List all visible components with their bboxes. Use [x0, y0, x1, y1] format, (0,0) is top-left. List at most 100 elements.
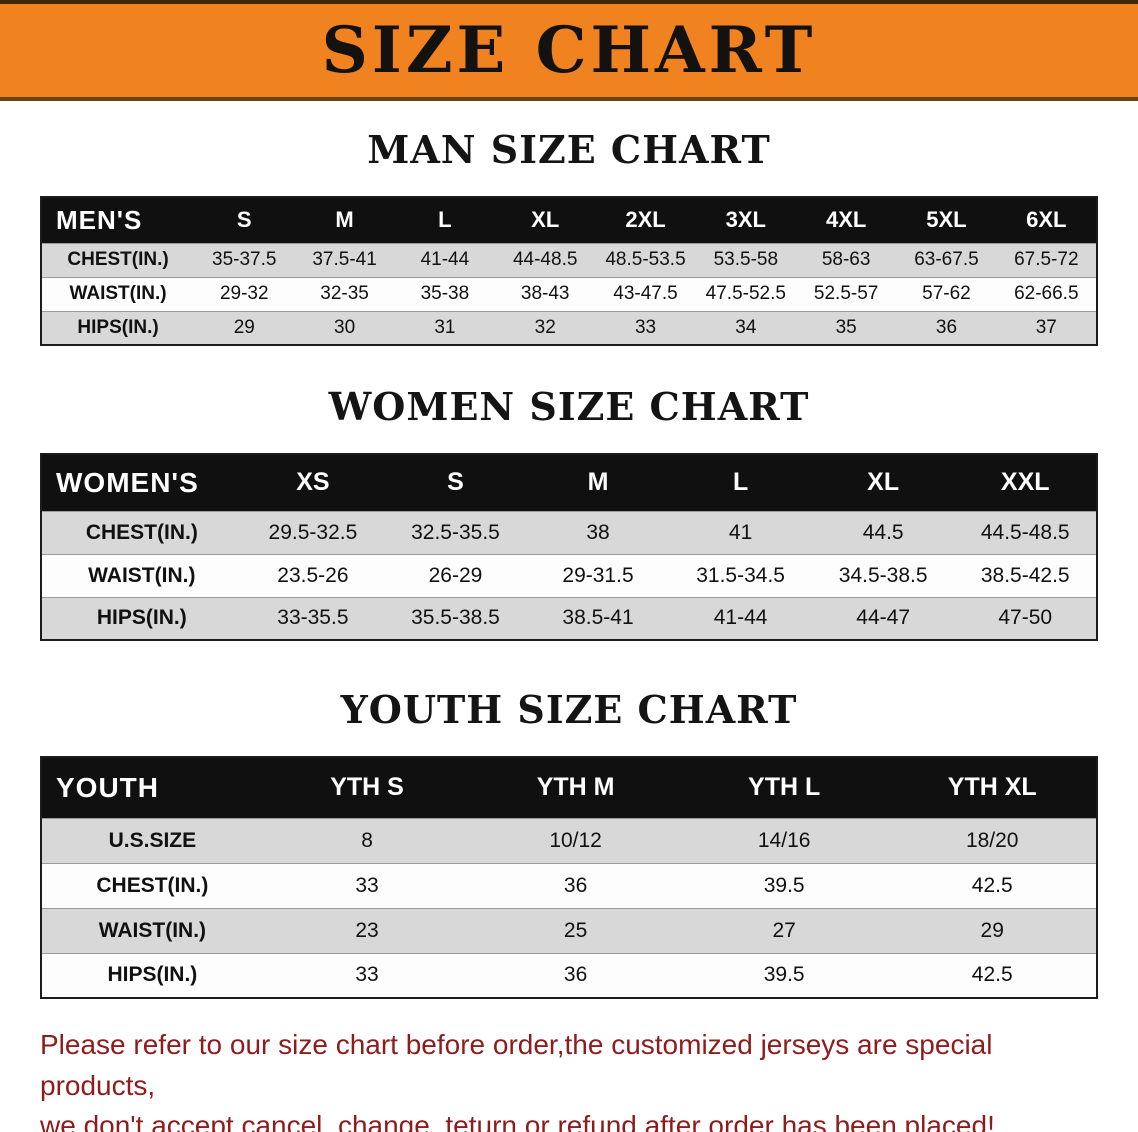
size-value-cell: 41-44 [713, 606, 768, 630]
size-value-cell: 34 [735, 316, 757, 338]
youth-row-u-s-size: U.S.SIZE 8 10/12 14/16 18/20 [41, 818, 1097, 863]
page-title: SIZE CHART [321, 12, 817, 88]
row-label: WAIST(IN.) [69, 283, 167, 304]
disclaimer: Please refer to our size chart before or… [0, 999, 1138, 1132]
row-label: HIPS(IN.) [96, 606, 187, 630]
women-corner-label: WOMEN'S [56, 466, 199, 498]
size-value-cell: 36 [563, 873, 588, 897]
size-value-cell: 23.5-26 [277, 563, 349, 587]
size-value-cell: 33 [355, 963, 379, 987]
size-value-cell: 38 [586, 520, 610, 544]
size-value-cell: 31 [434, 316, 456, 338]
size-value-cell: 63-67.5 [914, 249, 979, 270]
size-value-cell: 10/12 [549, 828, 602, 852]
size-value-cell: 31.5-34.5 [696, 563, 785, 587]
size-value-cell: 33 [355, 873, 379, 897]
size-value-cell: 35-38 [420, 283, 470, 304]
men-column-2xl: 2XL [625, 207, 666, 233]
size-value-cell: 44.5 [862, 520, 904, 544]
men-column-s: S [236, 207, 252, 233]
size-value-cell: 44-48.5 [512, 249, 578, 270]
size-value-cell: 14/16 [757, 828, 811, 852]
size-value-cell: 29-31.5 [562, 563, 634, 587]
size-value-cell: 47-50 [998, 606, 1053, 630]
size-value-cell: 38.5-41 [562, 606, 634, 630]
size-value-cell: 39.5 [763, 873, 805, 897]
youth-row-waist-in: WAIST(IN.) 23 25 27 29 [41, 908, 1097, 953]
size-value-cell: 29 [980, 918, 1004, 942]
section-women: WOMEN SIZE CHART WOMEN'S XS S M L XL XXL CHEST(I… [40, 384, 1098, 641]
women-row-hips-in: HIPS(IN.) 33-35.5 35.5-38.5 38.5-41 41-44 44-… [41, 597, 1097, 640]
size-value-cell: 36 [935, 316, 958, 338]
men-row-chest-in: CHEST(IN.) 35-37.5 37.5-41 41-44 44-48.5 48.5… [41, 243, 1097, 277]
size-value-cell: 41 [728, 520, 753, 544]
women-column-s: S [447, 468, 464, 497]
men-column-m: M [335, 207, 354, 233]
row-label: HIPS(IN.) [107, 963, 198, 987]
size-value-cell: 32.5-35.5 [411, 520, 500, 544]
size-value-cell: 30 [334, 316, 356, 338]
women-column-m: M [587, 468, 609, 497]
size-value-cell: 44.5-48.5 [980, 520, 1070, 544]
youth-row-hips-in: HIPS(IN.) 33 36 39.5 42.5 [41, 953, 1097, 998]
size-value-cell: 41-44 [420, 249, 470, 270]
women-header-row: WOMEN'S XS S M L XL XXL [41, 454, 1097, 511]
row-label: HIPS(IN.) [77, 316, 159, 338]
size-value-cell: 27 [772, 918, 796, 942]
banner: SIZE CHART [0, 0, 1138, 101]
size-value-cell: 23 [355, 918, 379, 942]
size-value-cell: 29-32 [219, 283, 269, 304]
size-value-cell: 34.5-38.5 [838, 563, 928, 587]
row-label: CHEST(IN.) [85, 520, 198, 544]
size-value-cell: 35 [835, 316, 857, 338]
size-value-cell: 48.5-53.5 [605, 249, 686, 270]
men-column-6xl: 6XL [1026, 207, 1067, 233]
men-corner-label: MEN'S [56, 204, 143, 235]
size-value-cell: 38-43 [520, 283, 570, 304]
size-value-cell: 26-29 [428, 563, 483, 587]
youth-column-yth-m: YTH M [536, 773, 615, 802]
men-column-l: L [438, 207, 452, 233]
size-value-cell: 57-62 [922, 283, 971, 304]
section-youth: YOUTH SIZE CHART YOUTH YTH S YTH M YTH L YTH … [40, 687, 1098, 999]
youth-column-yth-xl: YTH XL [947, 773, 1037, 802]
size-value-cell: 36 [563, 963, 588, 987]
men-row-hips-in: HIPS(IN.) 29 30 31 32 33 34 35 36 37 [41, 311, 1097, 345]
disclaimer-line-1: Please refer to our size chart before or… [40, 1029, 993, 1101]
men-column-xl: XL [531, 207, 560, 233]
size-value-cell: 67.5-72 [1014, 249, 1079, 270]
youth-column-yth-s: YTH S [330, 773, 404, 802]
youth-size-table: YOUTH YTH S YTH M YTH L YTH XL U.S.SIZE 8 10/12… [40, 756, 1098, 999]
size-value-cell: 35.5-38.5 [411, 606, 500, 630]
sections: MAN SIZE CHART MEN'S S M L XL 2XL 3XL 4XL 5XL 6XL C… [0, 127, 1138, 999]
size-value-cell: 29.5-32.5 [268, 520, 358, 544]
size-value-cell: 33 [634, 316, 657, 338]
row-label: CHEST(IN.) [96, 873, 209, 897]
size-value-cell: 37 [1035, 316, 1057, 338]
youth-section-heading: YOUTH SIZE CHART [340, 687, 798, 732]
women-row-chest-in: CHEST(IN.) 29.5-32.5 32.5-35.5 38 41 44.5 44.5… [41, 511, 1097, 554]
size-value-cell: 35-37.5 [212, 249, 277, 270]
size-value-cell: 47.5-52.5 [705, 283, 786, 304]
size-value-cell: 32-35 [320, 283, 369, 304]
disclaimer-line-2: we don't accept cancel, change, teturn o… [40, 1110, 995, 1132]
men-section-heading: MAN SIZE CHART [367, 127, 771, 172]
men-column-5xl: 5XL [926, 207, 967, 233]
size-value-cell: 39.5 [763, 963, 805, 987]
men-row-waist-in: WAIST(IN.) 29-32 32-35 35-38 38-43 43-47.5 47.… [41, 277, 1097, 311]
size-value-cell: 37.5-41 [312, 249, 377, 270]
women-section-heading: WOMEN SIZE CHART [328, 384, 810, 429]
women-column-xxl: XXL [1000, 468, 1050, 497]
size-value-cell: 33-35.5 [277, 606, 349, 630]
youth-column-yth-l: YTH L [748, 773, 821, 802]
youth-corner-label: YOUTH [56, 771, 159, 803]
women-column-xl: XL [867, 468, 900, 497]
men-column-4xl: 4XL [825, 207, 867, 233]
row-label: WAIST(IN.) [98, 918, 207, 942]
size-value-cell: 53.5-58 [713, 249, 779, 270]
size-value-cell: 8 [361, 828, 373, 852]
women-column-l: L [732, 468, 749, 497]
women-size-table: WOMEN'S XS S M L XL XXL CHEST(IN.) 29.5-32.5 32.5… [40, 453, 1098, 641]
size-value-cell: 25 [563, 918, 588, 942]
